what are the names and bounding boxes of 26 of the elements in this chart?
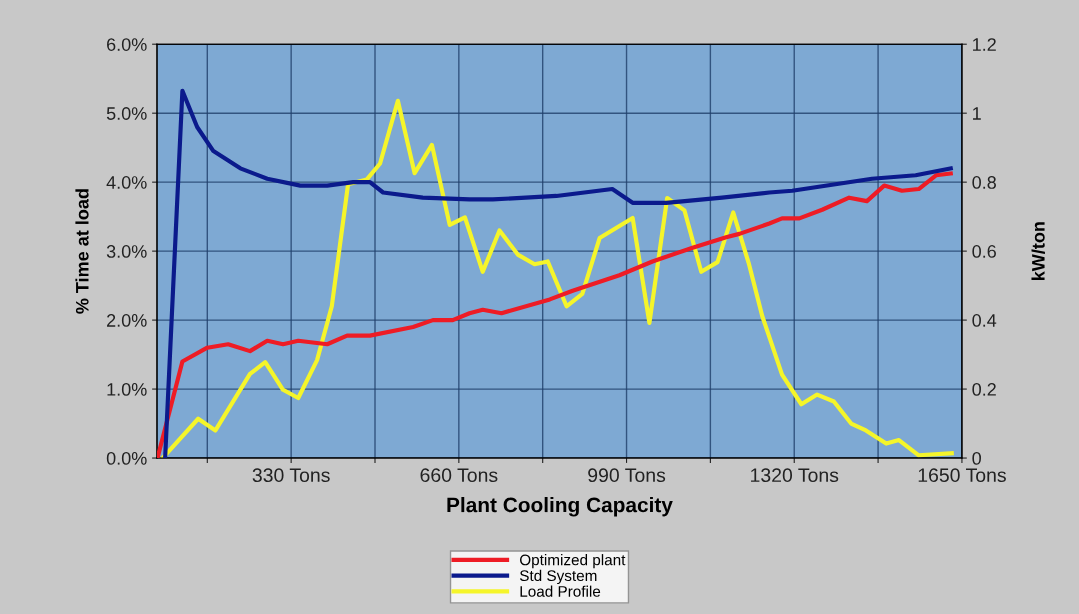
y-tick-label: 1.0% — [107, 383, 147, 396]
legend-label: Std System — [519, 569, 597, 585]
y2-tick-label: 0 — [972, 451, 981, 465]
y-tick-label: 3.0% — [106, 245, 147, 258]
y2-tick-label: 0.2 — [972, 383, 996, 396]
y-tick-label: 5.0% — [106, 107, 147, 120]
x-tick-label: 990 Tons — [588, 468, 666, 483]
y2-tick-label: 1.2 — [973, 38, 996, 51]
legend-label: Load Profile — [520, 585, 601, 597]
x-tick-label: 330 Tons — [252, 468, 330, 483]
x-axis-title: Plant Cooling Capacity — [447, 497, 673, 517]
y2-tick-label: 0.6 — [972, 245, 996, 258]
y2-tick-label: 0.8 — [972, 176, 996, 189]
x-tick-label: 1320 Tons — [751, 468, 839, 483]
x-tick-label: 1650 Tons — [918, 468, 1006, 483]
y2-tick-label: 0.4 — [972, 314, 997, 327]
y-tick-label: 0.0% — [106, 451, 147, 465]
y2-axis-title: kW/ton — [1031, 222, 1045, 280]
y-axis-title: % Time at load — [75, 189, 89, 314]
y-tick-label: 6.0% — [107, 38, 147, 51]
y-tick-label: 4.0% — [106, 176, 147, 189]
y-tick-label: 2.0% — [107, 314, 147, 327]
line-series — [156, 171, 953, 459]
legend-label: Optimized plant — [520, 554, 626, 569]
x-tick-label: 660 Tons — [420, 468, 498, 483]
y2-tick-label: 1 — [973, 107, 981, 120]
